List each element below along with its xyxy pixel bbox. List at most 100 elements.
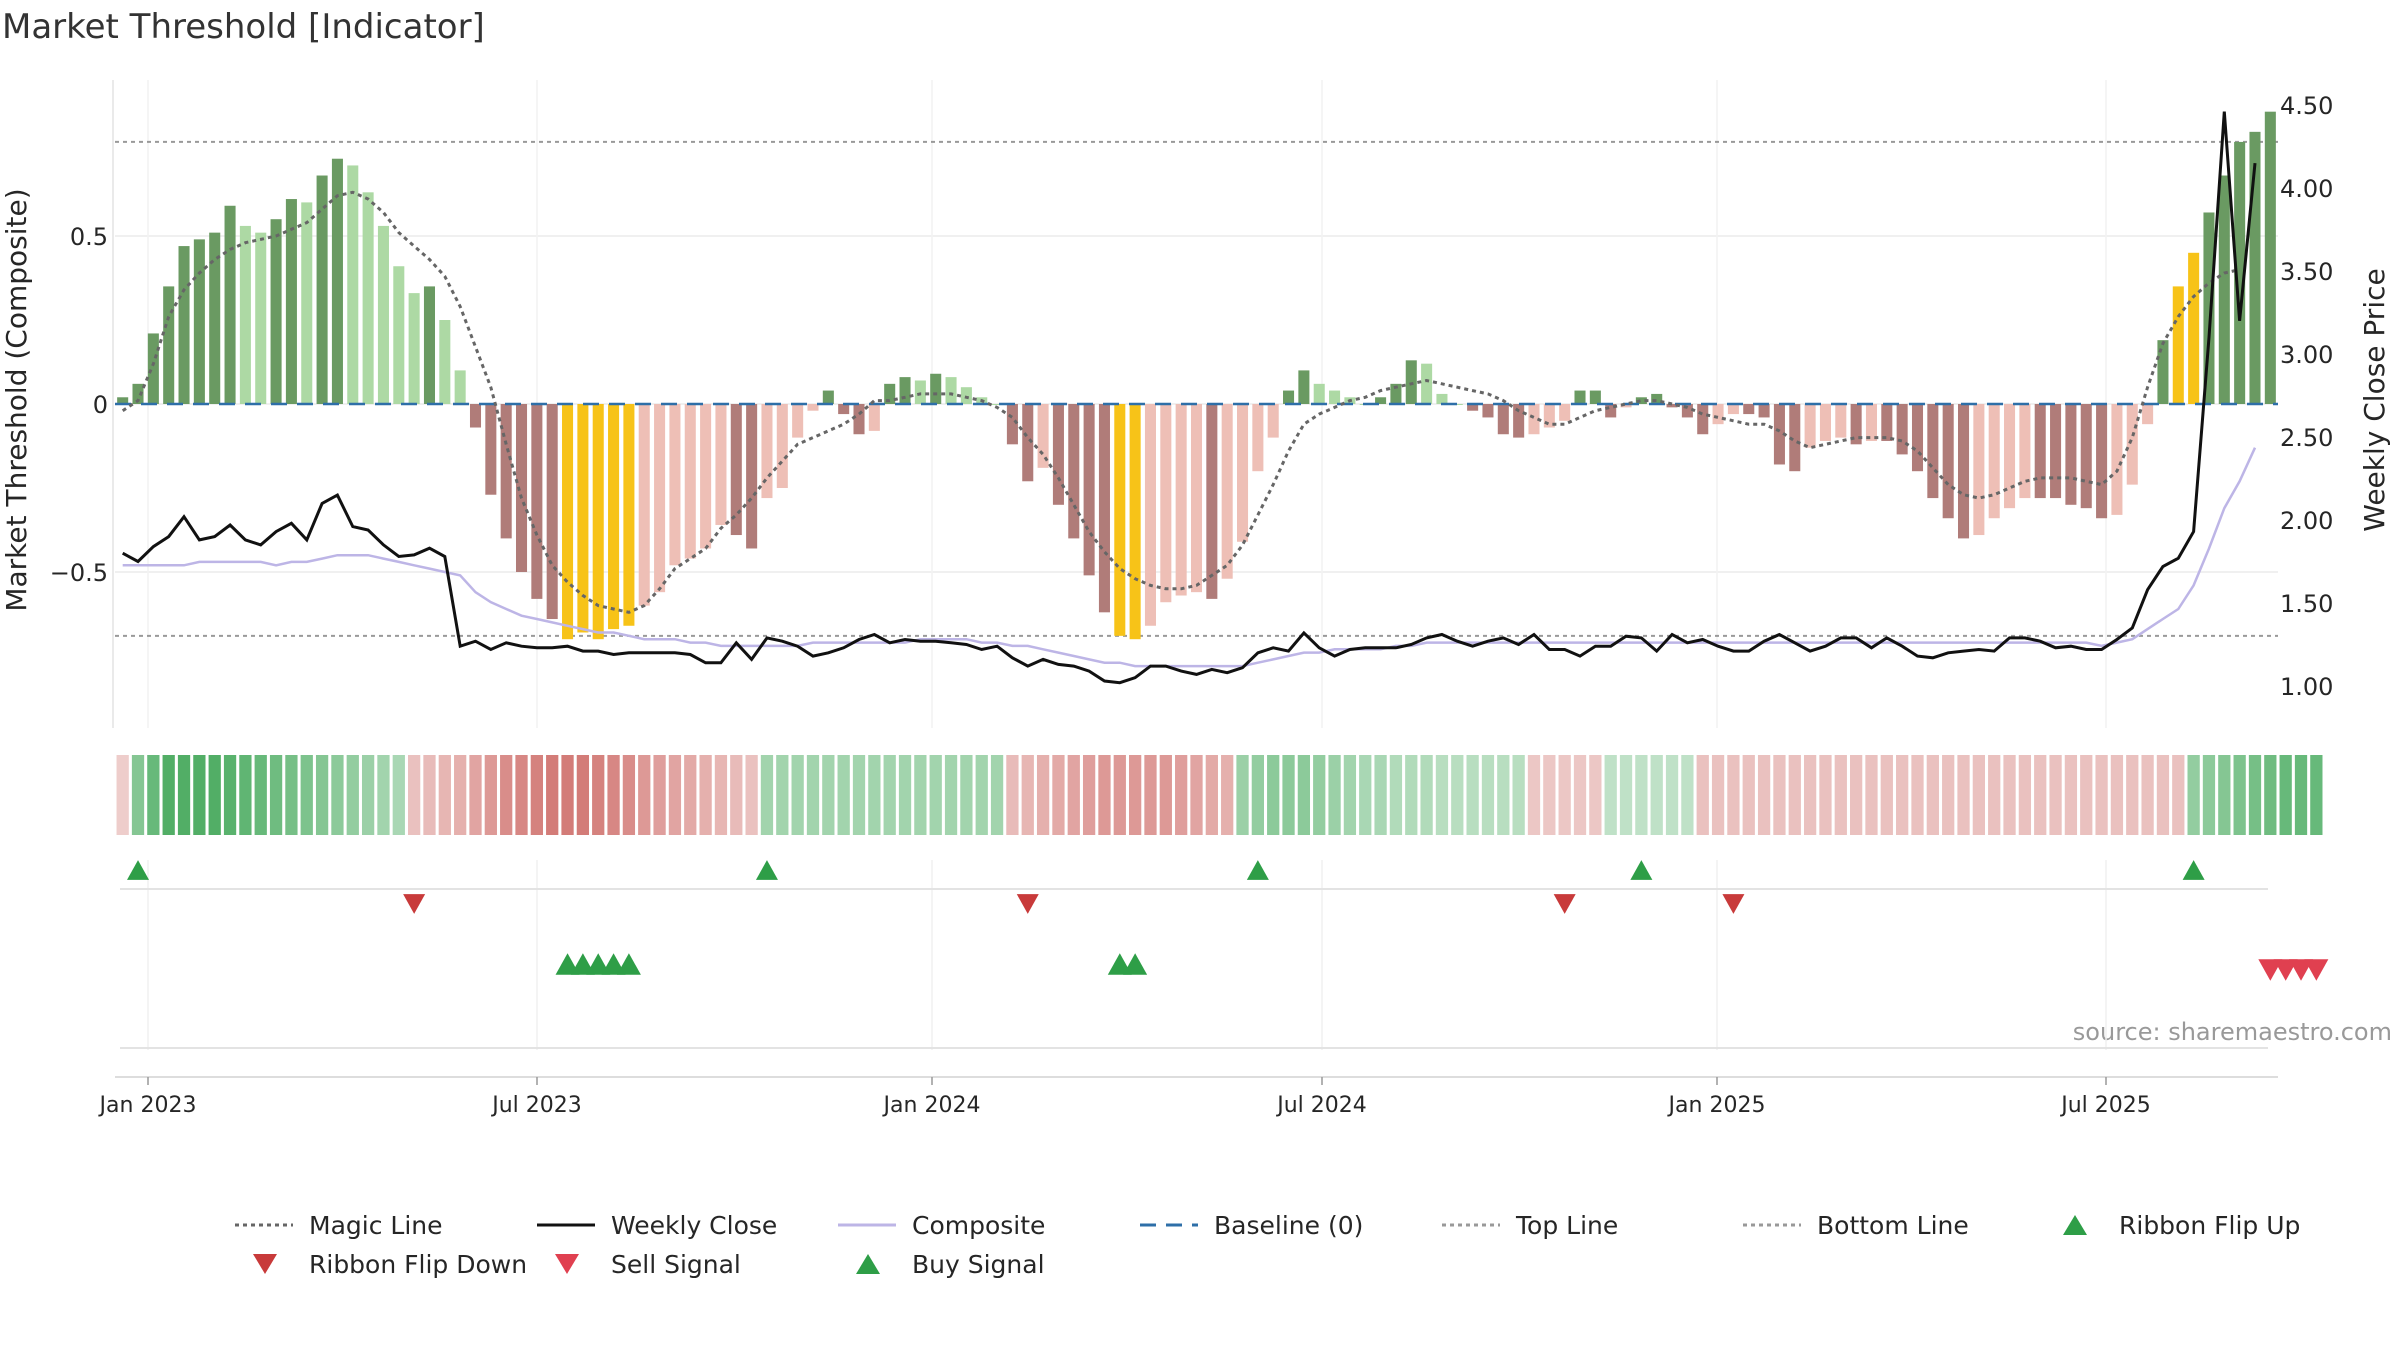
ribbon-segment — [883, 755, 896, 835]
ribbon-segment — [622, 755, 636, 835]
ribbon-flip-up-marker — [2182, 860, 2205, 880]
x-tick-label: Jan 2023 — [98, 1093, 197, 1118]
composite-bar — [1543, 404, 1555, 428]
composite-bar — [1589, 390, 1601, 404]
ribbon-segment — [515, 755, 528, 835]
ribbon-segment — [2141, 755, 2154, 835]
composite-bar — [362, 192, 374, 404]
ribbon-segment — [285, 755, 298, 835]
ribbon-segment — [1328, 755, 1341, 835]
x-tick-label: Jan 2024 — [882, 1093, 981, 1118]
composite-bar — [2050, 404, 2062, 499]
ribbon-segment — [1297, 755, 1311, 835]
buy-signal-marker — [570, 953, 595, 975]
legend-label: Weekly Close — [611, 1211, 777, 1240]
ribbon-segment — [1589, 755, 1602, 835]
ribbon-segment — [2018, 755, 2032, 835]
ribbon-flip-down-marker — [1016, 894, 1039, 914]
composite-bar — [1881, 404, 1893, 441]
composite-bar — [1758, 404, 1770, 418]
composite-bar — [776, 404, 788, 488]
composite-bar — [2234, 141, 2246, 405]
composite-bar — [1313, 383, 1325, 404]
ribbon-segment — [193, 755, 206, 835]
ribbon-segment — [1865, 755, 1878, 835]
composite-bar — [1451, 404, 1463, 405]
chart-title: Market Threshold [Indicator] — [2, 7, 485, 47]
ribbon-segment — [438, 755, 451, 835]
composite-bar — [2249, 131, 2261, 404]
composite-bar — [132, 383, 144, 404]
signal-panel — [120, 860, 2329, 1050]
composite-bar — [178, 246, 190, 404]
composite-bar — [1513, 404, 1525, 438]
ribbon-segment — [837, 755, 850, 835]
right-tick-label: 3.00 — [2280, 341, 2333, 369]
composite-bar — [1421, 363, 1433, 404]
ribbon-segment — [2156, 755, 2170, 835]
composite-bar — [1206, 404, 1218, 599]
legend-item: Top Line — [1442, 1211, 1618, 1240]
composite-bar — [1697, 404, 1709, 435]
ribbon-segment — [914, 755, 927, 835]
composite-bar — [914, 380, 926, 404]
right-tick-label: 2.50 — [2280, 424, 2333, 452]
composite-bar — [1037, 404, 1049, 468]
ribbon-segment — [2080, 755, 2093, 835]
composite-bar — [1743, 404, 1755, 415]
ribbon-segment — [454, 755, 467, 835]
composite-bar — [1236, 404, 1249, 542]
composite-bar — [2172, 286, 2184, 404]
composite-bar — [945, 377, 957, 404]
composite-bar — [2034, 404, 2046, 499]
legend-marker — [856, 1254, 880, 1274]
ribbon-segment — [2279, 755, 2292, 835]
composite-bar — [1329, 390, 1341, 404]
ribbon-segment — [852, 755, 866, 835]
ribbon-segment — [177, 755, 191, 835]
ribbon-segment — [1497, 755, 1510, 835]
ribbon-segment — [730, 755, 743, 835]
composite-bar — [807, 404, 819, 411]
composite-bar — [638, 404, 650, 606]
x-tick-label: Jul 2025 — [2059, 1093, 2151, 1118]
composite-bar — [1957, 404, 1970, 539]
ribbon-segment — [638, 755, 651, 835]
composite-bar — [2019, 404, 2031, 499]
legend-marker — [2063, 1215, 2087, 1235]
composite-bar — [193, 239, 205, 404]
ribbon-flip-up-marker — [1246, 860, 1269, 880]
composite-line — [122, 447, 2257, 668]
composite-bar — [1375, 397, 1387, 404]
ribbon-segment — [576, 755, 590, 835]
legend-item: Buy Signal — [856, 1250, 1045, 1279]
composite-bar — [546, 404, 558, 620]
ribbon-segment — [1175, 755, 1188, 835]
composite-bar — [1144, 404, 1157, 626]
composite-bar — [485, 404, 497, 495]
ribbon-segment — [239, 755, 252, 835]
legend-label: Ribbon Flip Up — [2119, 1211, 2300, 1240]
composite-bar — [224, 205, 236, 404]
ribbon-segment — [1757, 755, 1771, 835]
weekly-close-line — [121, 111, 2257, 685]
x-tick-label: Jan 2025 — [1667, 1093, 1766, 1118]
legend-label: Buy Signal — [912, 1250, 1045, 1279]
legend-marker — [555, 1254, 579, 1274]
composite-bar — [700, 404, 712, 549]
composite-bar — [654, 404, 666, 593]
ribbon-segment — [2110, 755, 2124, 835]
ribbon-segment — [377, 755, 390, 835]
ribbon-segment — [1681, 755, 1694, 835]
composite-bar — [1574, 390, 1586, 404]
composite-bar — [1098, 404, 1110, 613]
ribbon-segment — [1604, 755, 1617, 835]
composite-bar — [761, 404, 773, 499]
ribbon-segment — [1466, 755, 1479, 835]
ribbon-segment — [346, 755, 359, 835]
composite-bar — [1221, 404, 1233, 579]
ribbon-segment — [975, 755, 988, 835]
ribbon-segment — [1389, 755, 1403, 835]
ribbon-segment — [530, 755, 543, 835]
sell-signal-marker — [2289, 959, 2314, 981]
